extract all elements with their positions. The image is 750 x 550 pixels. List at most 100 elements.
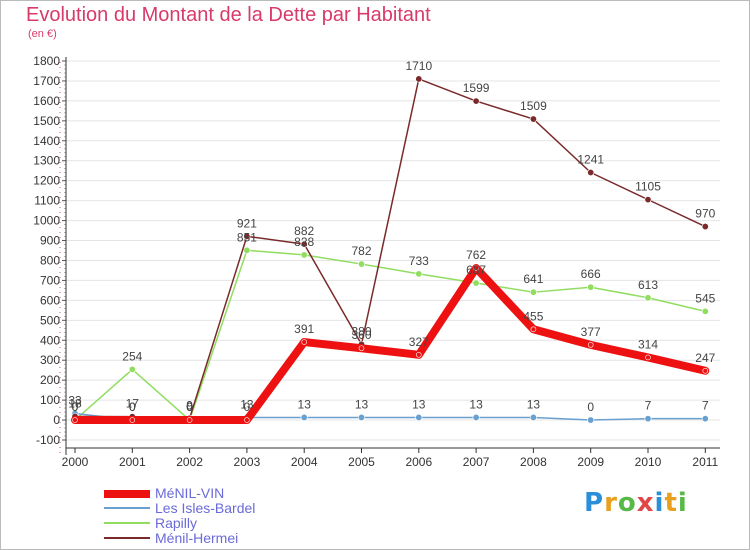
legend-swatch-menil-vin bbox=[104, 490, 150, 498]
x-tick-label: 2011 bbox=[692, 455, 718, 469]
y-tick-label: 1400 bbox=[33, 134, 60, 148]
data-label: 0 bbox=[186, 400, 193, 414]
legend-label: Rapilly bbox=[155, 515, 198, 531]
y-tick-label: 700 bbox=[40, 273, 60, 287]
data-label: 1241 bbox=[577, 153, 604, 167]
y-tick-label: 1600 bbox=[33, 94, 60, 108]
data-label: 733 bbox=[409, 254, 429, 268]
data-point bbox=[244, 417, 250, 423]
data-point bbox=[644, 196, 652, 204]
data-label: 17 bbox=[126, 397, 140, 411]
data-point bbox=[415, 270, 423, 278]
y-tick-label: 600 bbox=[40, 293, 60, 307]
data-point bbox=[72, 417, 78, 423]
y-tick-label: 1700 bbox=[33, 74, 60, 88]
data-label: 13 bbox=[298, 397, 312, 411]
series-line bbox=[71, 264, 710, 425]
data-label: 545 bbox=[695, 291, 715, 305]
data-point bbox=[300, 240, 308, 248]
y-tick-label: 200 bbox=[40, 373, 60, 387]
legend-label: Ménil-Hermei bbox=[155, 530, 239, 546]
legend-item-rapilly: Rapilly bbox=[104, 516, 324, 531]
data-point bbox=[129, 417, 136, 423]
data-label: 380 bbox=[351, 324, 371, 338]
data-label: 0 bbox=[129, 400, 136, 414]
y-tick-label: -100 bbox=[36, 433, 60, 447]
y-tick-label: 1200 bbox=[33, 174, 60, 188]
x-tick-label: 2009 bbox=[577, 455, 604, 469]
data-point bbox=[472, 97, 480, 105]
data-label: 0 bbox=[72, 400, 79, 414]
data-point bbox=[530, 326, 537, 333]
x-tick-label: 2003 bbox=[234, 455, 261, 469]
data-point bbox=[415, 413, 423, 421]
data-point bbox=[300, 413, 308, 421]
data-point bbox=[587, 283, 595, 291]
series-line bbox=[74, 78, 707, 420]
data-label: 0 bbox=[244, 400, 251, 414]
data-label: 641 bbox=[523, 272, 543, 286]
data-label: 13 bbox=[469, 397, 483, 411]
logo-letter: i bbox=[677, 488, 688, 518]
data-label: 18 bbox=[68, 396, 82, 410]
data-point bbox=[587, 169, 595, 177]
y-tick-label: 0 bbox=[53, 413, 60, 427]
data-label: 687 bbox=[466, 263, 486, 277]
data-point bbox=[358, 345, 365, 352]
data-label: 1509 bbox=[520, 99, 547, 113]
legend-item-menil-hermei: Ménil-Hermei bbox=[104, 531, 324, 546]
data-point bbox=[301, 339, 308, 345]
data-point bbox=[357, 260, 365, 268]
logo-letter: i bbox=[654, 488, 665, 518]
data-label: 360 bbox=[351, 328, 371, 342]
data-point bbox=[644, 415, 652, 423]
y-tick-label: 900 bbox=[40, 234, 60, 248]
data-point bbox=[529, 115, 537, 123]
data-label: 377 bbox=[581, 325, 601, 339]
series-line bbox=[74, 249, 707, 421]
data-label: 0 bbox=[129, 400, 136, 414]
data-label: 666 bbox=[581, 267, 601, 281]
x-tick-label: 2010 bbox=[635, 455, 662, 469]
data-point bbox=[415, 75, 423, 83]
legend-item-menil-vin: MéNIL-VIN bbox=[104, 486, 324, 501]
data-label: 314 bbox=[638, 337, 658, 351]
data-label: 851 bbox=[237, 230, 257, 244]
x-tick-label: 2004 bbox=[291, 455, 318, 469]
logo-letter: x bbox=[636, 488, 655, 518]
y-tick-label: 1000 bbox=[33, 214, 60, 228]
y-tick-label: 100 bbox=[40, 393, 60, 407]
y-tick-label: 400 bbox=[40, 333, 60, 347]
data-point bbox=[645, 354, 651, 361]
data-label: 1105 bbox=[635, 180, 661, 194]
data-point bbox=[701, 223, 709, 231]
data-point bbox=[701, 307, 709, 315]
data-point bbox=[587, 342, 594, 348]
data-label: 13 bbox=[527, 397, 541, 411]
chart-title: Evolution du Montant de la Dette par Hab… bbox=[26, 4, 431, 26]
data-label: 7 bbox=[702, 399, 709, 413]
data-label: 327 bbox=[409, 335, 429, 349]
legend-label: Les Isles-Bardel bbox=[155, 500, 256, 516]
legend-swatch-menil-hermei bbox=[104, 537, 150, 539]
data-label: 0 bbox=[72, 400, 79, 414]
data-label: 0 bbox=[186, 400, 193, 414]
data-label: 882 bbox=[294, 224, 314, 238]
legend-label: MéNIL-VIN bbox=[155, 485, 225, 501]
x-tick-label: 2007 bbox=[463, 455, 490, 469]
proxiti-logo: Proxiti bbox=[584, 488, 688, 518]
data-label: 391 bbox=[294, 322, 314, 336]
legend-swatch-les-isles-bardel bbox=[104, 507, 150, 509]
data-label: 7 bbox=[645, 399, 652, 413]
y-tick-label: 300 bbox=[40, 353, 60, 367]
data-label: 0 bbox=[186, 400, 193, 414]
data-point bbox=[415, 352, 422, 358]
data-label: 1599 bbox=[463, 81, 490, 95]
data-label: 13 bbox=[412, 397, 426, 411]
y-tick-label: 1100 bbox=[34, 194, 60, 208]
data-point bbox=[472, 279, 480, 287]
data-label: 33 bbox=[68, 393, 82, 407]
data-label: 970 bbox=[695, 207, 715, 221]
logo-letter: t bbox=[664, 488, 678, 518]
